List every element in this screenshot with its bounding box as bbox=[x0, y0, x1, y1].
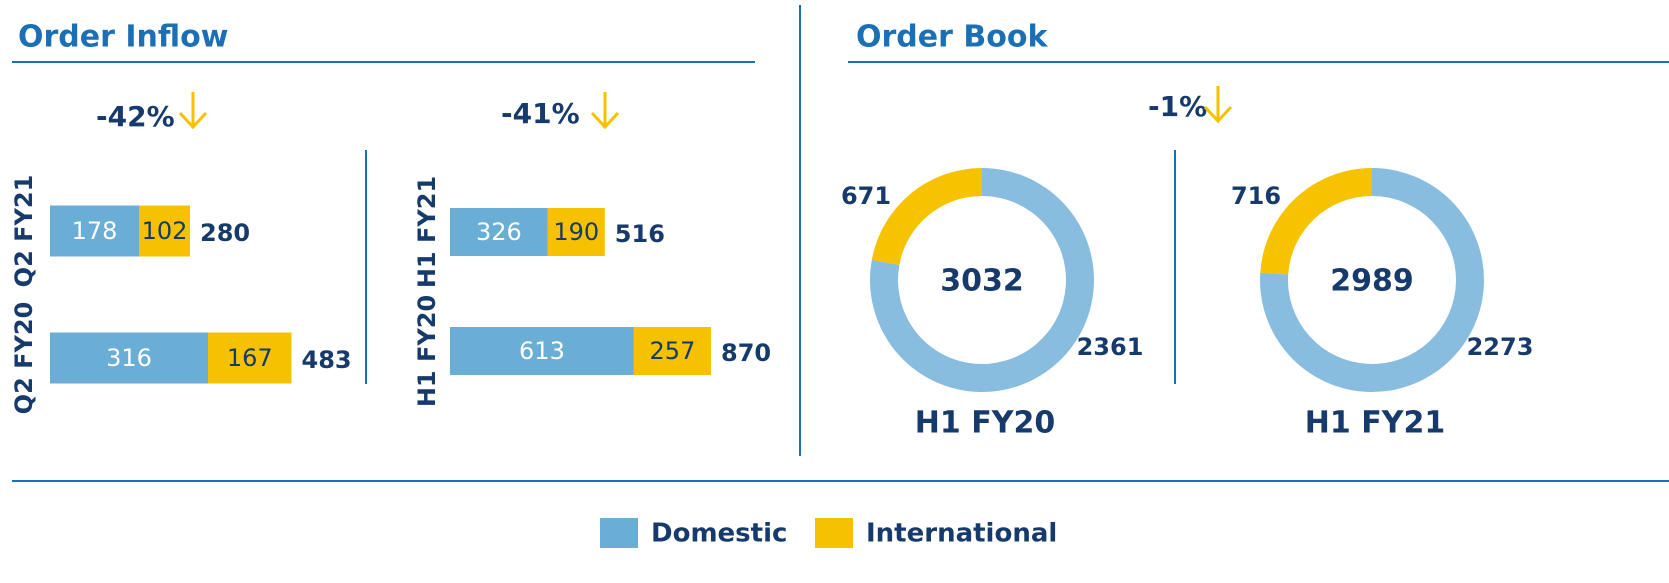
segment-label: 716 bbox=[1231, 182, 1281, 210]
change-label: -41% bbox=[501, 97, 580, 130]
category-label: H1 FY21 bbox=[413, 176, 441, 288]
donut-category: H1 FY20 bbox=[915, 406, 1055, 441]
category-label: H1 FY20 bbox=[413, 295, 441, 407]
segment-label: 2361 bbox=[1077, 333, 1144, 361]
segment-label: 2273 bbox=[1467, 333, 1534, 361]
bar-segment bbox=[450, 208, 548, 256]
segment-label: 178 bbox=[72, 217, 118, 245]
legend-label: International bbox=[866, 519, 1057, 549]
segment-label: 102 bbox=[142, 217, 188, 245]
legend-swatch bbox=[600, 518, 638, 548]
segment-label: 326 bbox=[476, 218, 522, 246]
segment-label: 167 bbox=[227, 344, 273, 372]
segment-label: 190 bbox=[553, 218, 599, 246]
donut-segment bbox=[1260, 168, 1372, 275]
segment-label: 316 bbox=[106, 344, 152, 372]
total-label: 483 bbox=[302, 346, 352, 374]
legend-swatch bbox=[815, 518, 853, 548]
segment-label: 613 bbox=[519, 337, 565, 365]
bar-segment bbox=[547, 208, 605, 256]
bar-segment bbox=[139, 205, 190, 257]
section-title: Order Inflow bbox=[18, 20, 228, 55]
bar-segment bbox=[208, 332, 292, 384]
legend-label: Domestic bbox=[651, 519, 787, 549]
total-label: 280 bbox=[200, 219, 250, 247]
total-label: 870 bbox=[721, 339, 771, 367]
category-label: Q2 FY20 bbox=[10, 302, 38, 415]
donut-total: 2989 bbox=[1330, 264, 1414, 299]
donut-total: 3032 bbox=[940, 264, 1024, 299]
segment-label: 257 bbox=[650, 337, 696, 365]
down-arrow bbox=[590, 92, 620, 130]
bar-segment bbox=[50, 332, 208, 384]
down-arrow bbox=[178, 92, 208, 130]
donut-category: H1 FY21 bbox=[1305, 406, 1445, 441]
donut-segment bbox=[871, 168, 982, 265]
down-arrow bbox=[1203, 86, 1233, 124]
category-label: Q2 FY21 bbox=[10, 175, 38, 288]
total-label: 516 bbox=[615, 220, 665, 248]
section-title: Order Book bbox=[856, 20, 1048, 55]
bar-segment bbox=[50, 205, 139, 257]
bar-segment bbox=[633, 327, 711, 375]
change-label: -42% bbox=[96, 100, 175, 133]
change-label: -1% bbox=[1148, 90, 1207, 123]
segment-label: 671 bbox=[841, 182, 891, 210]
bar-segment bbox=[450, 327, 634, 375]
